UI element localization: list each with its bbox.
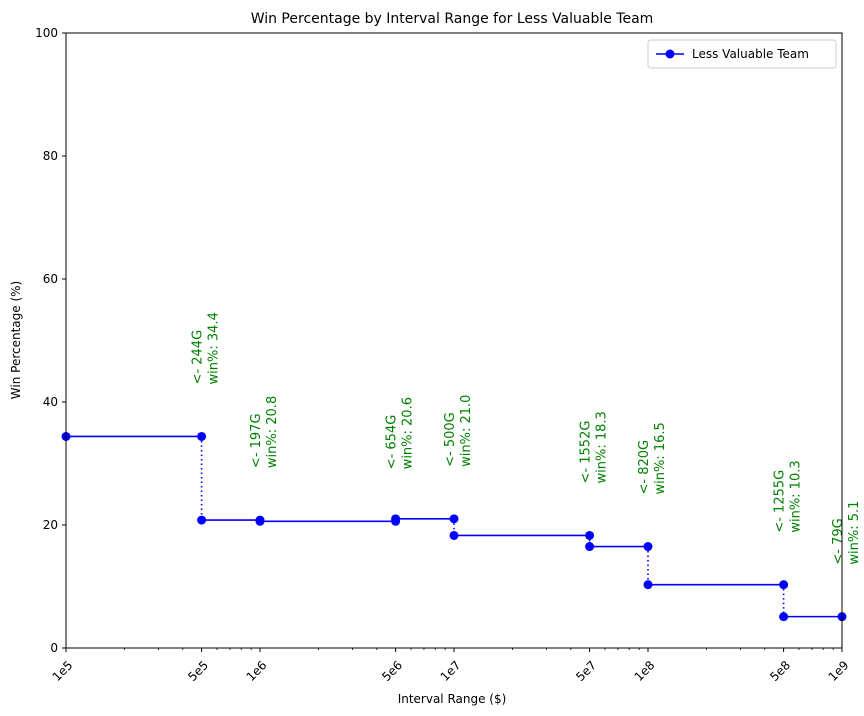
annotation-label: <- 244G [191, 330, 206, 385]
y-axis: 0 20 40 60 80 100 [35, 26, 66, 655]
annotation-value: win%: 16.5 [653, 422, 668, 494]
y-tick-label: 20 [43, 518, 58, 532]
data-point [779, 580, 789, 590]
legend-label: Less Valuable Team [692, 47, 809, 61]
annotation-value: win%: 18.3 [595, 411, 610, 483]
data-point [449, 530, 459, 540]
y-tick-label: 40 [43, 395, 58, 409]
annotation-label: <- 1255G [773, 470, 788, 533]
legend: Less Valuable Team [647, 39, 837, 69]
annotations-layer: <- 244G win%: 34.4 <- 197G win%: 20.8 <- 654… [191, 312, 862, 564]
data-point [585, 542, 595, 552]
legend-marker-swatch [665, 49, 675, 59]
legend-box [647, 39, 837, 69]
annotation-label: <- 197G [249, 413, 264, 468]
y-tick-label: 100 [35, 26, 58, 40]
annotation-label: <- 820G [637, 440, 652, 495]
annotation-value: win%: 5.1 [847, 501, 862, 565]
x-axis-title: Interval Range ($) [398, 692, 507, 706]
annotation-value: win%: 20.8 [265, 396, 280, 468]
plot-area [66, 33, 842, 648]
annotation-value: win%: 20.6 [401, 397, 416, 469]
annotation-value: win%: 34.4 [207, 312, 222, 384]
y-tick-label: 0 [50, 641, 58, 655]
annotation-value: win%: 21.0 [459, 395, 474, 467]
y-tick-label: 60 [43, 272, 58, 286]
data-point [391, 514, 401, 524]
y-axis-title: Win Percentage (%) [9, 281, 23, 399]
annotation-label: <- 79G [831, 518, 846, 564]
annotation-value: win%: 10.3 [789, 460, 804, 532]
data-point [255, 516, 265, 526]
chart-title: Win Percentage by Interval Range for Les… [251, 11, 654, 27]
data-point [643, 542, 653, 552]
data-point [585, 530, 595, 540]
annotation-label: <- 654G [385, 415, 400, 470]
data-point [449, 514, 459, 524]
data-point [779, 612, 789, 622]
series-layer [61, 431, 847, 622]
data-point [197, 515, 207, 525]
annotation-label: <- 500G [443, 412, 458, 467]
y-tick-label: 80 [43, 149, 58, 163]
annotation-label: <- 1552G [579, 421, 594, 484]
data-point [197, 431, 207, 441]
data-point [643, 580, 653, 590]
